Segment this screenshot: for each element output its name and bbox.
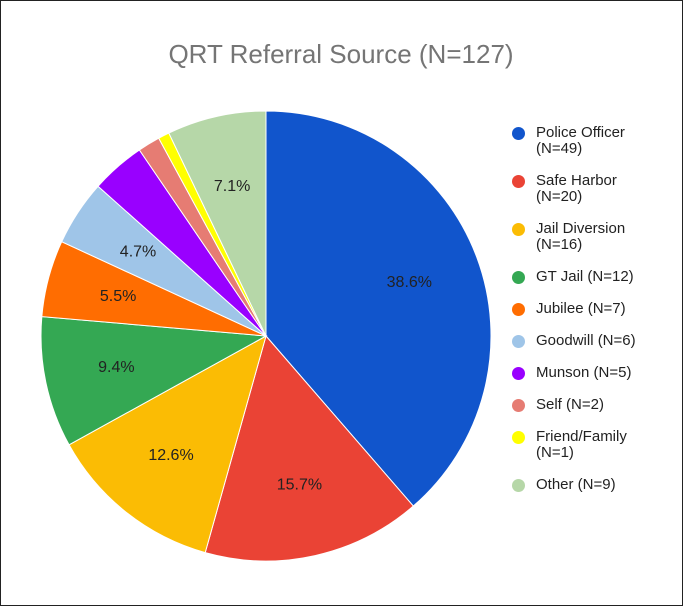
data-label: 12.6% (148, 447, 193, 464)
legend-item: Self (N=2) (512, 397, 662, 413)
legend-swatch (512, 479, 525, 492)
legend-item: GT Jail (N=12) (512, 269, 662, 285)
legend-item: Other (N=9) (512, 477, 662, 493)
pie-slice (265, 110, 492, 507)
data-label: 7.1% (214, 178, 250, 195)
legend-swatch (512, 335, 525, 348)
legend-label: Safe Harbor (N=20) (536, 172, 617, 205)
pie-slice (68, 334, 267, 554)
data-label: 9.4% (98, 359, 134, 376)
legend-label: Self (N=2) (536, 396, 604, 413)
legend-label: Munson (N=5) (536, 364, 632, 381)
legend-label: Goodwill (N=6) (536, 332, 636, 349)
legend-item: Safe Harbor (N=20) (512, 173, 662, 205)
data-label: 15.7% (277, 477, 322, 494)
data-label: 4.7% (120, 243, 156, 260)
pie-slice (168, 110, 267, 337)
legend-label: Friend/Family (N=1) (536, 428, 627, 461)
legend-item: Jail Diversion (N=16) (512, 221, 662, 253)
legend: Police Officer (N=49) Safe Harbor (N=20) J… (512, 125, 662, 493)
legend-item: Police Officer (N=49) (512, 125, 662, 157)
data-label: 38.6% (387, 274, 432, 291)
legend-item: Jubilee (N=7) (512, 301, 662, 317)
legend-swatch (512, 127, 525, 140)
data-label: 5.5% (100, 288, 136, 305)
legend-label: Jubilee (N=7) (536, 300, 626, 317)
legend-swatch (512, 399, 525, 412)
legend-swatch (512, 367, 525, 380)
legend-swatch (512, 175, 525, 188)
legend-swatch (512, 271, 525, 284)
legend-item: Munson (N=5) (512, 365, 662, 381)
legend-swatch (512, 431, 525, 444)
pie-slice (40, 316, 268, 446)
legend-label: Police Officer (N=49) (536, 124, 625, 157)
legend-label: Other (N=9) (536, 476, 616, 493)
legend-item: Goodwill (N=6) (512, 333, 662, 349)
legend-swatch (512, 223, 525, 236)
legend-item: Friend/Family (N=1) (512, 429, 662, 461)
pie-slice (204, 334, 415, 562)
legend-label: GT Jail (N=12) (536, 268, 634, 285)
chart-title: QRT Referral Source (N=127) (168, 39, 513, 69)
legend-swatch (512, 303, 525, 316)
legend-label: Jail Diversion (N=16) (536, 220, 626, 253)
